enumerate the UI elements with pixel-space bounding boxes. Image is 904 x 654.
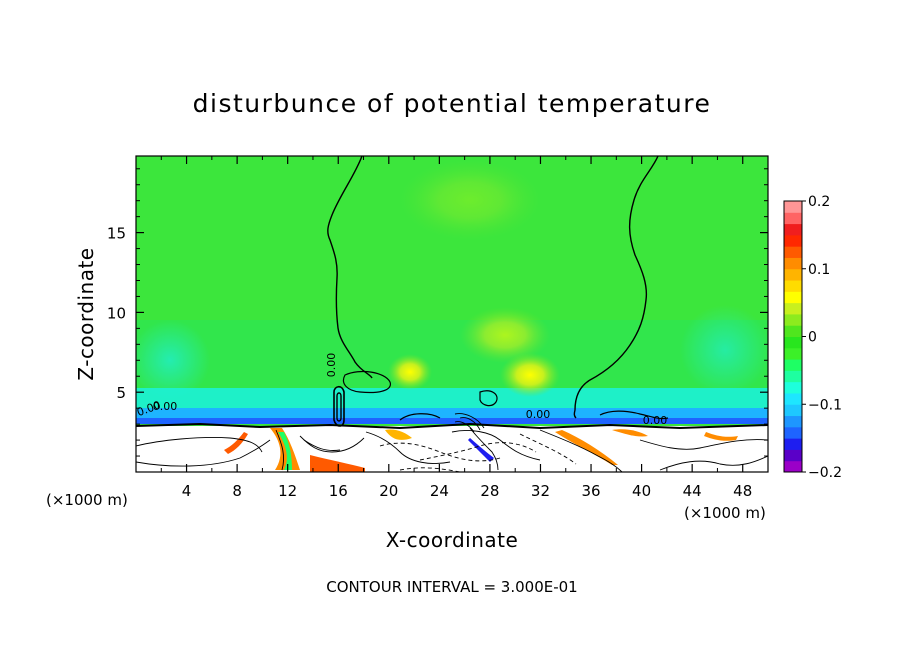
colorbar-swatch — [784, 381, 802, 394]
boundary-top-line — [136, 422, 768, 430]
colorbar-swatch — [784, 201, 802, 213]
y-tick-label: 5 — [116, 384, 126, 402]
contour-loop-5 — [399, 413, 441, 421]
colorbar-swatch — [784, 415, 802, 428]
plot-frame — [135, 155, 769, 473]
x-axis-ticks: 4 8 12 16 20 24 28 32 36 40 44 48 — [160, 156, 752, 500]
y-axis-label: Z-coordinate — [74, 247, 98, 380]
x-axis-label: X-coordinate — [386, 528, 519, 552]
boundary-warm-6 — [612, 429, 648, 437]
colorbar-swatch — [784, 291, 802, 304]
colorbar-tick-label: 0.2 — [808, 194, 830, 210]
colorbar-swatch — [784, 460, 802, 473]
colorbar-swatch — [784, 449, 802, 462]
boundary-contours — [136, 413, 768, 472]
x-tick-label: 48 — [733, 482, 752, 500]
boundary-layer — [136, 426, 768, 472]
boundary-warm-1 — [270, 428, 300, 470]
colorbar-tick-label: 0 — [808, 330, 817, 346]
y-tick-label: 15 — [107, 225, 126, 243]
colorbar-swatch — [784, 223, 802, 236]
zero-contour-right — [573, 156, 659, 419]
colorbar-swatch — [784, 302, 802, 315]
contour-loop-2 — [333, 385, 345, 427]
colorbar-swatch — [784, 268, 802, 281]
blue-band — [136, 408, 768, 420]
colorbar-swatch — [784, 347, 802, 360]
contour-loop-1 — [342, 370, 391, 394]
cool-patch-left — [136, 320, 210, 400]
warm-core-4 — [400, 160, 540, 240]
contour-label: 0.00 — [526, 408, 551, 421]
contour-label: 0.00 — [643, 414, 668, 427]
colorbar-tick-label: −0.1 — [808, 397, 842, 413]
boundary-warm-2 — [278, 432, 292, 470]
colorbar-swatch — [784, 404, 802, 417]
x-tick-label: 4 — [182, 482, 192, 500]
cool-patch-right — [680, 305, 768, 395]
plot-area — [136, 156, 768, 472]
boundary-warm-5 — [555, 430, 618, 465]
contour-loop-4 — [479, 390, 498, 407]
colorbar-swatch — [784, 280, 802, 292]
contour-loop-6 — [599, 410, 669, 420]
warm-core-3 — [460, 307, 550, 363]
x-tick-label: 8 — [232, 482, 242, 500]
contour-interval-note: CONTOUR INTERVAL = 3.000E-01 — [326, 578, 577, 596]
x-tick-label: 20 — [379, 482, 398, 500]
contour-loop-3 — [336, 392, 342, 422]
x-tick-label: 28 — [480, 482, 499, 500]
y-tick-label: 10 — [107, 304, 126, 322]
x-tick-label: 32 — [531, 482, 550, 500]
colorbar-tick-labels: 0.2 0.1 0 −0.1 −0.2 — [802, 194, 842, 481]
x-tick-label: 36 — [581, 482, 600, 500]
colorbar-swatch — [784, 257, 802, 270]
colorbar-swatch — [784, 359, 802, 371]
boundary-cool-1 — [468, 438, 494, 462]
colorbar-swatch — [784, 426, 802, 439]
x-unit-left: (×1000 m) — [46, 491, 128, 509]
colorbar — [783, 200, 803, 473]
edge-band — [136, 418, 768, 424]
colorbar-swatch — [784, 212, 802, 225]
contour-label: 0.00 — [153, 400, 178, 413]
colorbar-swatch — [784, 313, 802, 326]
x-tick-label: 44 — [683, 482, 702, 500]
colorbar-swatch — [784, 234, 802, 247]
colorbar-swatch — [784, 370, 802, 383]
colorbar-tick-label: 0.1 — [808, 262, 830, 278]
boundary-dashed-contours — [379, 433, 577, 472]
colorbar-swatch — [784, 246, 802, 258]
colorbar-swatch — [784, 336, 802, 349]
x-tick-label: 12 — [278, 482, 297, 500]
zero-contour-left — [327, 156, 373, 379]
colorbar-swatch — [784, 392, 802, 405]
warm-core-1 — [500, 353, 560, 397]
warm-core-2 — [388, 354, 432, 390]
colorbar-swatch — [784, 438, 802, 450]
boundary-warm-7 — [224, 432, 248, 454]
boundary-warm-4 — [385, 429, 412, 440]
boundary-warm-3 — [310, 455, 365, 472]
chart-title: disturbunce of potential temperature — [193, 89, 712, 118]
boundary-warm-8 — [704, 432, 738, 441]
x-tick-label: 24 — [430, 482, 449, 500]
x-tick-label: 40 — [632, 482, 651, 500]
green-band — [136, 320, 768, 390]
colorbar-tick-label: −0.2 — [808, 465, 842, 481]
x-unit-right: (×1000 m) — [684, 504, 766, 522]
x-tick-label: 16 — [329, 482, 348, 500]
colorbar-swatch — [784, 325, 802, 337]
contour-labels: 0.000.000.000.000.00 — [135, 353, 667, 427]
contour-label: 0.00 — [325, 353, 338, 378]
y-axis-ticks: 5 10 15 — [107, 168, 768, 457]
